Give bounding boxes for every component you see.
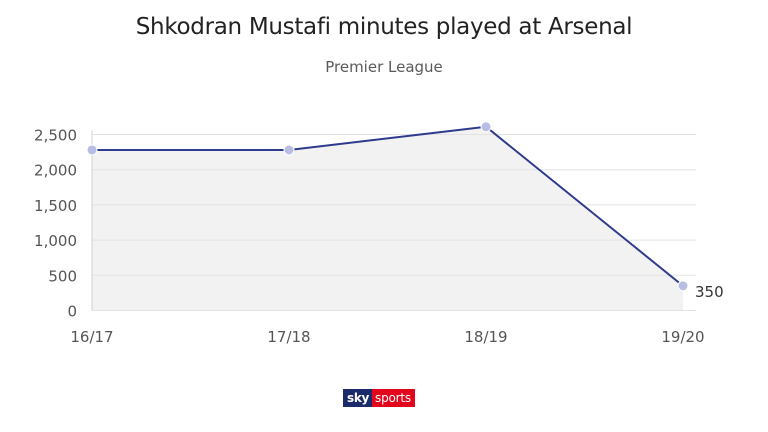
series-line <box>92 125 684 287</box>
y-tick-label: 2,500 <box>34 127 77 145</box>
y-tick-label: 1,000 <box>34 232 77 250</box>
data-point <box>86 144 98 156</box>
data-point <box>480 121 492 133</box>
y-tick-label: 0 <box>67 303 77 321</box>
x-tick-label: 17/18 <box>267 328 310 346</box>
x-tick-label: 18/19 <box>464 328 507 346</box>
y-tick-label: 1,500 <box>34 197 77 215</box>
x-tick-label: 16/17 <box>70 328 113 346</box>
y-tick-label: 500 <box>48 267 77 285</box>
chart-subtitle: Premier League <box>325 58 443 76</box>
sky-sports-logo: sky sports <box>343 389 415 407</box>
area-fill <box>92 126 683 311</box>
data-point <box>283 144 295 156</box>
data-point <box>677 280 689 292</box>
data-label: 350 <box>695 283 724 301</box>
y-tick-label: 2,000 <box>34 162 77 180</box>
logo-sky-part: sky <box>343 389 373 407</box>
chart-title: Shkodran Mustafi minutes played at Arsen… <box>135 14 633 40</box>
x-tick-label: 19/20 <box>661 328 704 346</box>
logo-sports-part: sports <box>372 389 415 407</box>
